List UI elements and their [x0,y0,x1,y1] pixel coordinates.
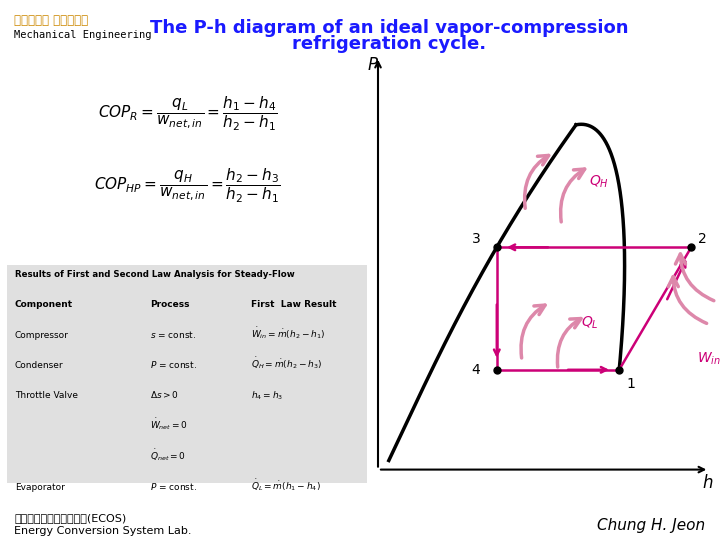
Text: Process: Process [150,300,189,309]
Text: Condenser: Condenser [15,361,63,370]
Text: $\dot{W}_{net} = 0$: $\dot{W}_{net} = 0$ [150,417,187,432]
Text: 3: 3 [472,232,480,246]
Text: $\Delta s > 0$: $\Delta s > 0$ [150,389,179,400]
Text: $COP_{HP} = \dfrac{q_H}{w_{net,in}} = \dfrac{h_2 - h_3}{h_2 - h_1}$: $COP_{HP} = \dfrac{q_H}{w_{net,in}} = \d… [94,167,280,205]
Text: The P-h diagram of an ideal vapor-compression: The P-h diagram of an ideal vapor-compre… [150,19,628,37]
Text: 4: 4 [472,363,480,377]
Text: $\dot{Q}_H = \dot{m}(h_2 - h_3)$: $\dot{Q}_H = \dot{m}(h_2 - h_3)$ [251,356,322,372]
Text: P: P [367,56,377,75]
Text: First  Law Result: First Law Result [251,300,336,309]
Text: $Q_H$: $Q_H$ [589,174,608,191]
Text: $P$ = const.: $P$ = const. [150,359,197,370]
Text: 2: 2 [698,232,707,246]
Text: h: h [702,474,713,492]
Text: 에너지변환시스템연구실(ECOS): 에너지변환시스템연구실(ECOS) [14,513,127,523]
Text: Component: Component [15,300,73,309]
Text: $Q_L$: $Q_L$ [582,315,599,331]
Text: Throttle Valve: Throttle Valve [15,392,78,400]
Text: Energy Conversion System Lab.: Energy Conversion System Lab. [14,526,192,537]
Text: $COP_R = \dfrac{q_L}{w_{net,in}} = \dfrac{h_1 - h_4}{h_2 - h_1}$: $COP_R = \dfrac{q_L}{w_{net,in}} = \dfra… [98,94,276,133]
Bar [7,266,367,483]
Text: $W_{in}$: $W_{in}$ [697,351,720,367]
Text: $\dot{Q}_{net} = 0$: $\dot{Q}_{net} = 0$ [150,447,186,463]
Text: $\dot{Q}_L = \dot{m}(h_1 - h_4)$: $\dot{Q}_L = \dot{m}(h_1 - h_4)$ [251,477,321,493]
Text: Mechanical Engineering: Mechanical Engineering [14,30,152,40]
Text: $P$ = const.: $P$ = const. [150,481,197,491]
Text: Evaporator: Evaporator [15,483,65,491]
Text: refrigeration cycle.: refrigeration cycle. [292,35,486,53]
Text: Chung H. Jeon: Chung H. Jeon [598,518,706,534]
Text: Compressor: Compressor [15,330,69,340]
Text: $\dot{W}_{in} = \dot{m}(h_2 - h_1)$: $\dot{W}_{in} = \dot{m}(h_2 - h_1)$ [251,326,325,341]
Text: $s$ = const.: $s$ = const. [150,328,196,340]
Text: 1: 1 [626,377,635,391]
Text: $h_4 = h_3$: $h_4 = h_3$ [251,389,283,402]
Text: 부산대학교 기계공학부: 부산대학교 기계공학부 [14,14,89,26]
Text: Results of First and Second Law Analysis for Steady-Flow: Results of First and Second Law Analysis… [15,270,294,279]
